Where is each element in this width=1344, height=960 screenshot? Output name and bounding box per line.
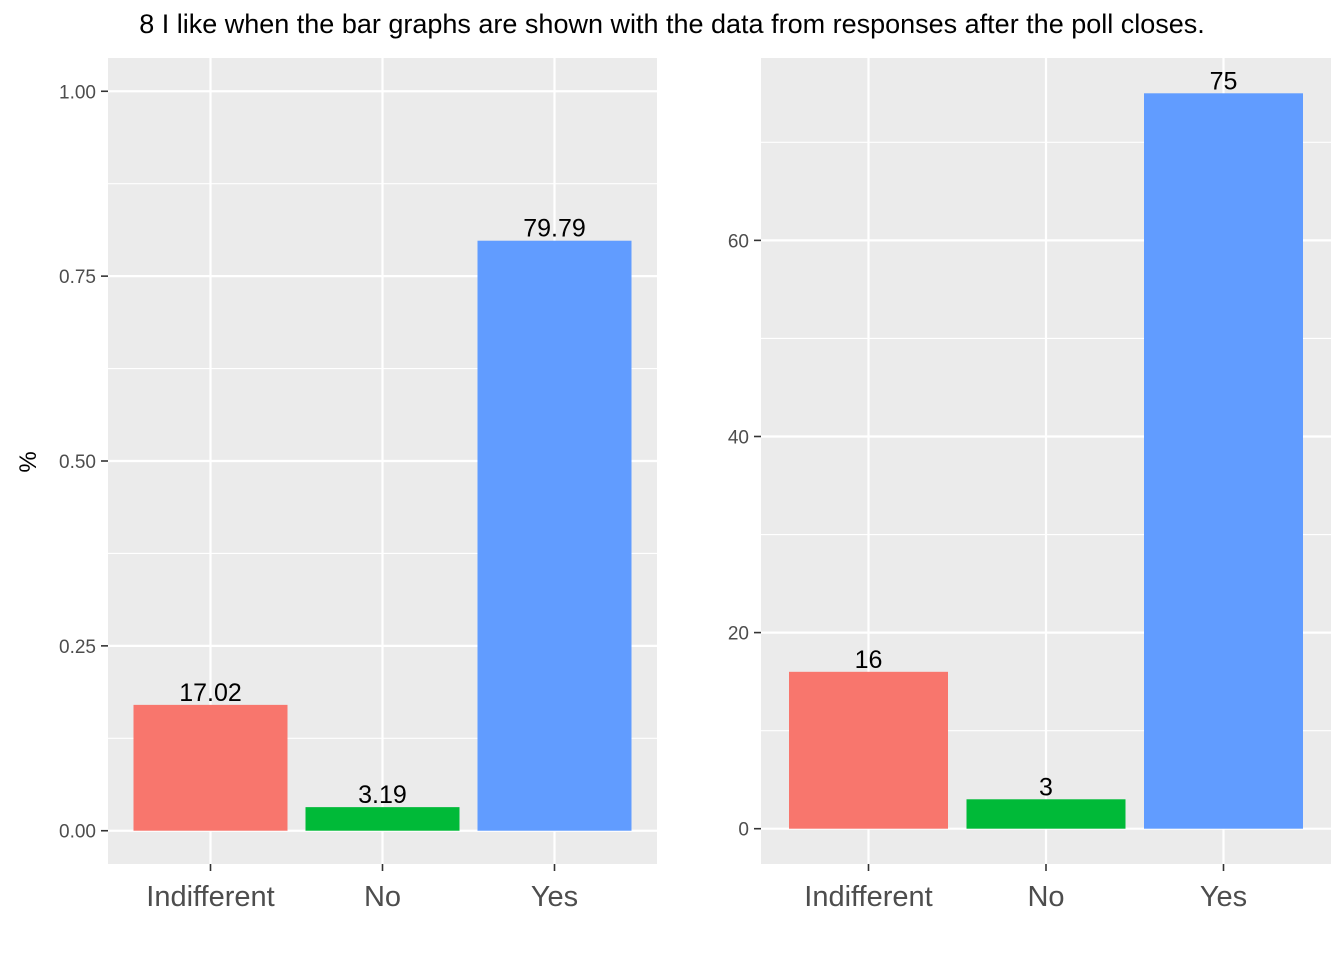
y-tick-label: 1.00 (59, 82, 96, 103)
x-tick-label-yes: Yes (1200, 881, 1247, 913)
y-tick-label: 20 (728, 624, 749, 645)
data-label-yes: 75 (1210, 67, 1238, 95)
data-label-indifferent: 17.02 (179, 679, 242, 707)
y-tick-label: 40 (728, 427, 749, 448)
bar-indifferent (789, 671, 948, 829)
y-tick-label: 0.50 (59, 452, 96, 473)
bar-indifferent (133, 704, 288, 831)
y-tick-label: 0 (738, 820, 749, 841)
data-label-yes: 79.79 (523, 215, 586, 243)
bar-yes (1144, 93, 1303, 829)
bar-no (966, 799, 1126, 829)
bar-yes (477, 240, 632, 831)
data-label-no: 3.19 (358, 781, 407, 809)
x-tick-label-indifferent: Indifferent (804, 881, 932, 913)
y-tick-label: 0.75 (59, 267, 96, 288)
y-tick-label: 0.00 (59, 822, 96, 843)
x-tick-label-no: No (1027, 881, 1064, 913)
left-chart-panel: 17.02 3.19 79.79 0.00 0.25 0.50 0.75 1.00 Indiff… (59, 58, 657, 913)
y-tick-label: 0.25 (59, 637, 96, 658)
data-label-no: 3 (1039, 773, 1053, 801)
x-tick-label-indifferent: Indifferent (146, 881, 274, 913)
x-tick-label-no: No (364, 881, 401, 913)
x-tick-label-yes: Yes (531, 881, 578, 913)
y-tick-label: 60 (728, 231, 749, 252)
right-chart-panel: 16 3 75 0 20 40 60 Indifferent No Yes (728, 58, 1331, 913)
chart-title: 8 I like when the bar graphs are shown w… (139, 9, 1205, 39)
bar-no (305, 807, 460, 831)
data-label-indifferent: 16 (855, 646, 883, 674)
y-axis-label: % (15, 451, 42, 472)
